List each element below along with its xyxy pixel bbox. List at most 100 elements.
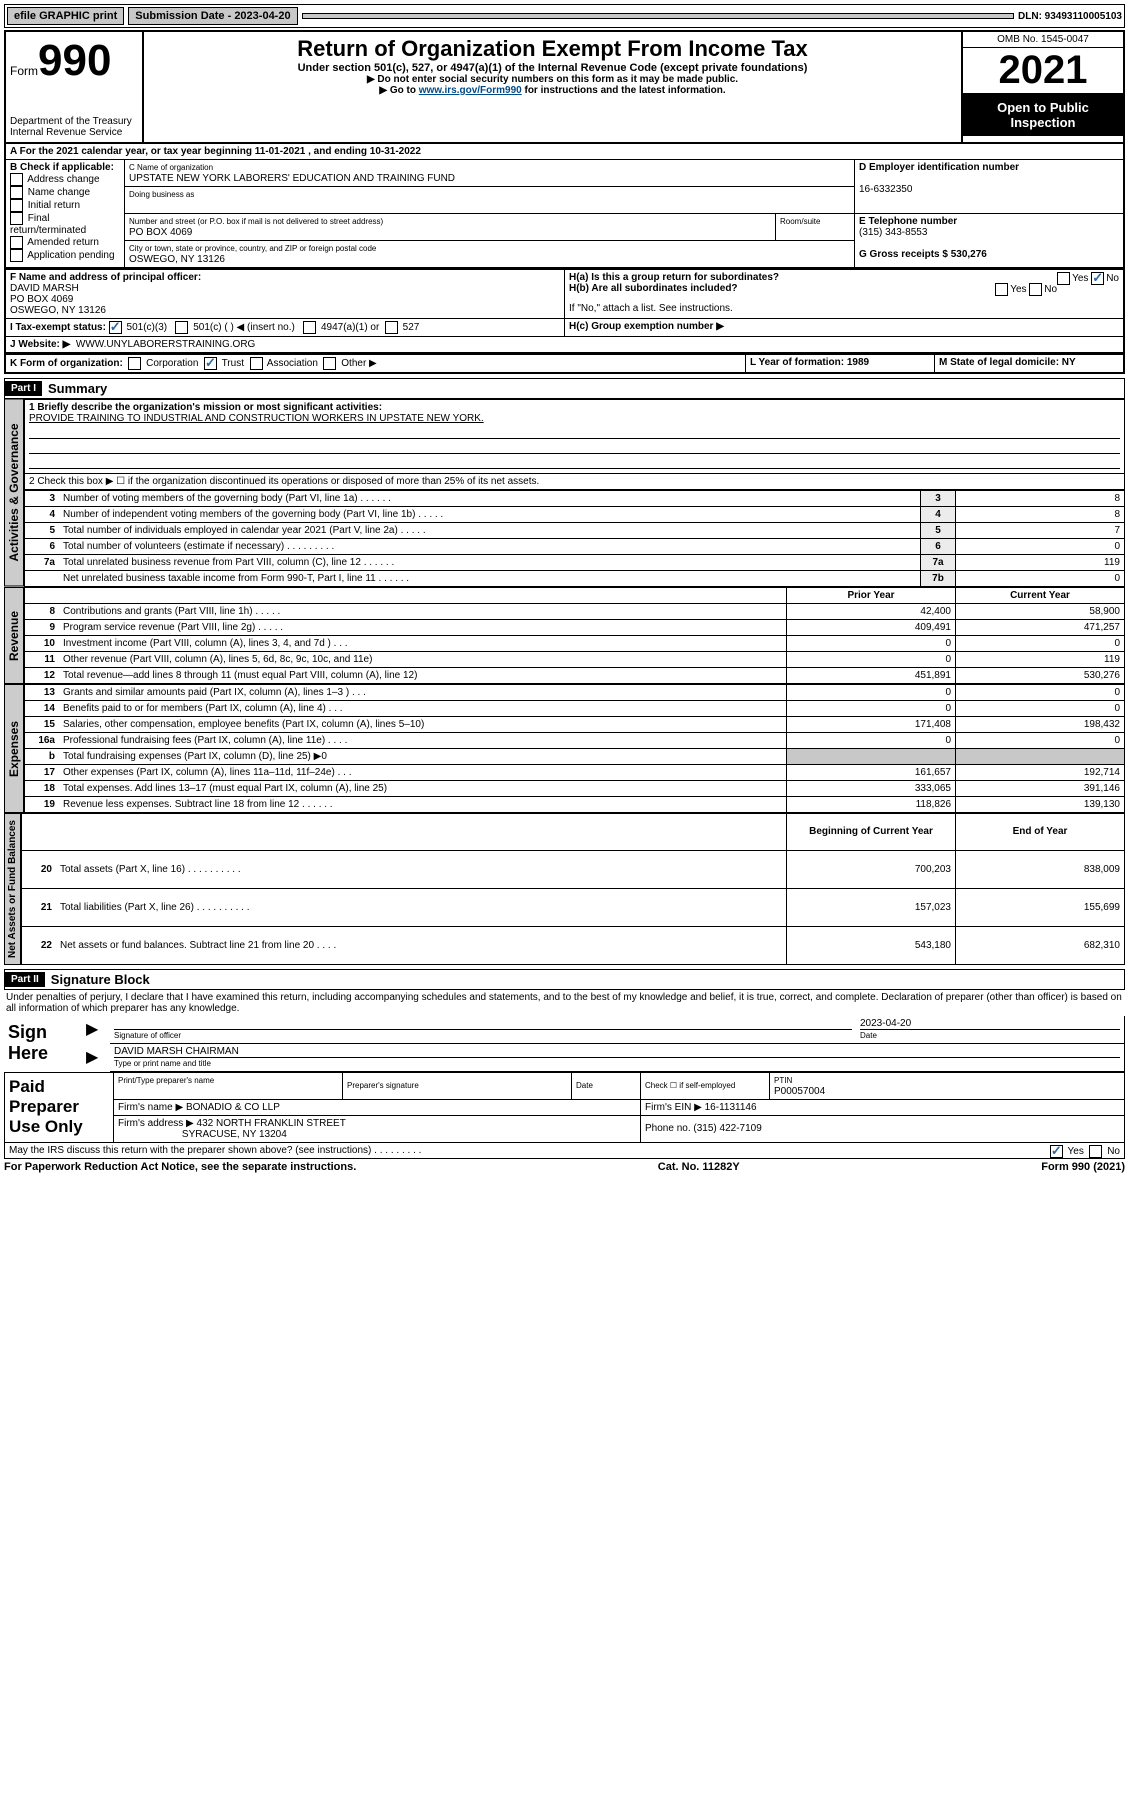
c-name-label: C Name of organization <box>129 163 213 172</box>
discuss-row: May the IRS discuss this return with the… <box>4 1143 1125 1159</box>
hc-label: H(c) Group exemption number ▶ <box>569 321 724 332</box>
ha-label: H(a) Is this a group return for subordin… <box>569 272 779 283</box>
j-label: J Website: ▶ <box>10 339 70 350</box>
klm-table: K Form of organization: Corporation Trus… <box>4 354 1125 374</box>
opt-amended: Amended return <box>27 237 99 248</box>
room-label: Room/suite <box>780 217 820 226</box>
part1-expenses-block: Expenses 13 Grants and similar amounts p… <box>4 684 1125 813</box>
officer-table: F Name and address of principal officer:… <box>4 269 1125 354</box>
opt-address-change: Address change <box>27 174 99 185</box>
mission-text: PROVIDE TRAINING TO INDUSTRIAL AND CONST… <box>29 413 484 424</box>
form-number: 990 <box>38 36 111 85</box>
side-label-expenses: Expenses <box>4 684 24 813</box>
opt-name-change: Name change <box>28 187 90 198</box>
side-label-governance: Activities & Governance <box>4 399 24 587</box>
street-label: Number and street (or P.O. box if mail i… <box>129 217 383 226</box>
officer-typed-name: DAVID MARSH CHAIRMAN <box>114 1046 1120 1058</box>
self-employed-check[interactable]: Check ☐ if self-employed <box>645 1081 735 1090</box>
ha-yes[interactable] <box>1057 272 1070 285</box>
dba-label: Doing business as <box>129 190 194 199</box>
part2-title: Signature Block <box>45 970 156 989</box>
prep-name-label: Print/Type preparer's name <box>118 1076 214 1085</box>
tax-year: 2021 <box>963 48 1123 94</box>
i-label: I Tax-exempt status: <box>10 322 106 333</box>
officer-city: OSWEGO, NY 13126 <box>10 305 106 316</box>
checkbox-name-change[interactable] <box>10 186 23 199</box>
ha-no[interactable] <box>1091 272 1104 285</box>
side-label-revenue: Revenue <box>4 587 24 684</box>
opt-app-pending: Application pending <box>27 250 114 261</box>
k-assoc[interactable] <box>250 357 263 370</box>
efile-print-button[interactable]: efile GRAPHIC print <box>7 7 124 25</box>
k-label: K Form of organization: <box>10 358 123 369</box>
paid-preparer-label: Paid Preparer Use Only <box>5 1072 114 1142</box>
i-527[interactable] <box>385 321 398 334</box>
officer-name: DAVID MARSH <box>10 283 79 294</box>
city-label: City or town, state or province, country… <box>129 244 376 253</box>
i-501c[interactable] <box>175 321 188 334</box>
open-public-badge: Open to Public Inspection <box>963 94 1123 136</box>
discuss-yes[interactable] <box>1050 1145 1063 1158</box>
checkbox-address-change[interactable] <box>10 173 23 186</box>
identity-table: B Check if applicable: Address change Na… <box>4 159 1125 269</box>
part1-header-row: Part I Summary <box>4 378 1125 399</box>
firm-ein: 16-1131146 <box>705 1102 757 1113</box>
checkbox-amended[interactable] <box>10 236 23 249</box>
instr-goto-post: for instructions and the latest informat… <box>522 85 726 96</box>
irs-link[interactable]: www.irs.gov/Form990 <box>419 85 522 96</box>
k-trust[interactable] <box>204 357 217 370</box>
form-word: Form <box>10 64 38 78</box>
ein-value: 16-6332350 <box>859 184 912 195</box>
l-label: L Year of formation: 1989 <box>750 357 869 368</box>
org-name: UPSTATE NEW YORK LABORERS' EDUCATION AND… <box>129 173 455 184</box>
irs-label: Internal Revenue Service <box>10 127 138 138</box>
part1-revenue-block: Revenue Prior Year Current Year8 Contrib… <box>4 587 1125 684</box>
instr-goto-pre: ▶ Go to <box>379 85 418 96</box>
form-subtitle: Under section 501(c), 527, or 4947(a)(1)… <box>148 62 957 74</box>
part2-header-row: Part II Signature Block <box>4 969 1125 990</box>
type-arrow-icon: ▶ <box>86 1049 98 1066</box>
firm-name-label: Firm's name ▶ <box>118 1102 183 1113</box>
discuss-no[interactable] <box>1089 1145 1102 1158</box>
part1-netassets-block: Net Assets or Fund Balances Beginning of… <box>4 813 1125 965</box>
b-label: B Check if applicable: <box>10 162 114 173</box>
website-value: WWW.UNYLABORERSTRAINING.ORG <box>76 339 255 350</box>
opt-initial-return: Initial return <box>28 200 80 211</box>
submission-date-badge: Submission Date - 2023-04-20 <box>128 7 297 25</box>
hb-yes[interactable] <box>995 283 1008 296</box>
prep-sig-label: Preparer's signature <box>347 1081 419 1090</box>
part1-title: Summary <box>42 379 113 398</box>
hb-no[interactable] <box>1029 283 1042 296</box>
firm-name: BONADIO & CO LLP <box>186 1102 280 1113</box>
checkbox-app-pending[interactable] <box>10 249 23 262</box>
phone-value: (315) 343-8553 <box>859 227 927 238</box>
i-4947[interactable] <box>303 321 316 334</box>
part2-header: Part II <box>5 972 45 987</box>
officer-street: PO BOX 4069 <box>10 294 73 305</box>
type-name-label: Type or print name and title <box>114 1059 211 1068</box>
line-a-tax-year: A For the 2021 calendar year, or tax yea… <box>4 144 1125 159</box>
k-corp[interactable] <box>128 357 141 370</box>
firm-addr2: SYRACUSE, NY 13204 <box>182 1129 287 1140</box>
checkbox-initial-return[interactable] <box>10 199 23 212</box>
footer-right: Form 990 (2021) <box>1041 1161 1125 1173</box>
d-ein-label: D Employer identification number <box>859 162 1019 173</box>
e-phone-label: E Telephone number <box>859 216 957 227</box>
footer-center: Cat. No. 11282Y <box>658 1161 740 1173</box>
instr-goto: ▶ Go to www.irs.gov/Form990 for instruct… <box>148 85 957 96</box>
i-501c3[interactable] <box>109 321 122 334</box>
sig-officer-label: Signature of officer <box>114 1031 181 1040</box>
penalty-text: Under penalties of perjury, I declare th… <box>4 990 1125 1016</box>
firm-addr1: 432 NORTH FRANKLIN STREET <box>197 1118 346 1129</box>
efile-topbar: efile GRAPHIC print Submission Date - 20… <box>4 4 1125 28</box>
sign-here-label: Sign Here <box>4 1016 82 1072</box>
ptin-value: P00057004 <box>774 1086 825 1097</box>
dept-label: Department of the Treasury <box>10 116 138 127</box>
firm-addr-label: Firm's address ▶ <box>118 1118 194 1129</box>
l2-text: 2 Check this box ▶ ☐ if the organization… <box>25 474 1125 490</box>
checkbox-final-return[interactable] <box>10 212 23 225</box>
k-other[interactable] <box>323 357 336 370</box>
topbar-spacer <box>302 13 1014 19</box>
m-label: M State of legal domicile: NY <box>939 357 1076 368</box>
firm-ein-label: Firm's EIN ▶ <box>645 1102 702 1113</box>
